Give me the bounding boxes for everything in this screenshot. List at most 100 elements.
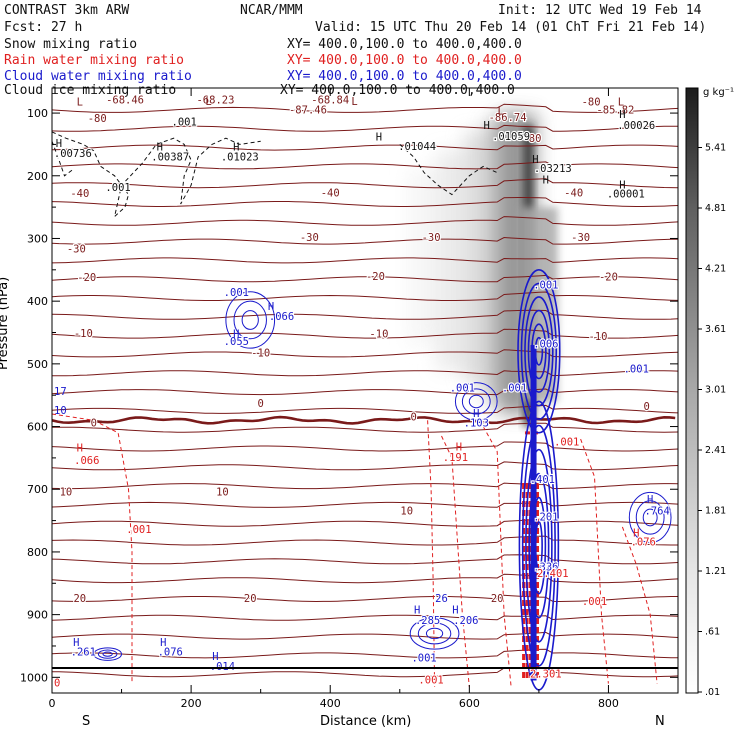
- rain-contour-0: [51, 413, 133, 684]
- cloud-water-contour-2-2: [525, 448, 553, 643]
- cloud-water-label-12: .336: [533, 562, 558, 574]
- center-title: NCAR/MMM: [240, 3, 303, 18]
- temperature-contour-7: [51, 236, 679, 245]
- extremum-marker-4: L: [497, 105, 503, 117]
- rain-contour-3: [482, 426, 512, 687]
- cloud-water-contour-1-1: [520, 282, 558, 421]
- temperature-contour-6: [51, 216, 679, 226]
- colorbar-label-3: 1.81: [705, 505, 726, 516]
- cloud-water-core: [530, 345, 537, 681]
- temperature-contour-4: [51, 178, 679, 189]
- temperature-label-5: -85.82: [596, 105, 634, 117]
- ice-outline-1: [399, 144, 498, 196]
- cloud-water-contour-4-1: [417, 622, 452, 645]
- rain-label-3: .001: [126, 524, 151, 536]
- cloud-water-label-17: .076: [158, 646, 183, 658]
- cloud-water-label-10: .401: [530, 474, 555, 486]
- contour-labels: -68.46 -68.23 -68.84-87.46-86.74-85.82-80-…: [53, 94, 671, 690]
- cloud-water-label-3: .001: [533, 280, 558, 292]
- legend-cloud-ice-label: Cloud ice mixing ratio: [4, 83, 177, 98]
- y-tick-label-8: 900: [27, 609, 48, 622]
- temperature-contour-9: [51, 274, 679, 283]
- extremum-marker-19: H: [452, 604, 458, 616]
- temperature-contour-8: [51, 257, 679, 264]
- cloud-water-contour-3-0: [628, 491, 672, 544]
- south-label: S: [82, 714, 90, 729]
- x-tick-label-0: 0: [49, 697, 56, 710]
- north-label: N: [655, 714, 665, 729]
- cloud-water-label-6: .001: [450, 382, 475, 394]
- colorbar-label-0: .01: [705, 687, 720, 698]
- ice-label-0: .001: [172, 117, 197, 129]
- cloud-water-label-19: .001: [411, 653, 436, 665]
- temperature-label-22: -10: [589, 331, 608, 343]
- temperature-contour-24: [51, 554, 679, 565]
- x-tick-label-3: 600: [459, 697, 480, 710]
- terrain-outline: [51, 131, 498, 218]
- temperature-contour-27: [51, 614, 679, 621]
- rain-label-7: 2.401: [537, 568, 569, 580]
- edge-label-2: 0: [54, 678, 60, 690]
- temperature-label-16: -20: [77, 272, 96, 284]
- temperature-contour-15: [51, 388, 679, 396]
- cloud-water-contour-1-3: [527, 309, 551, 393]
- model-title: CONTRAST 3km ARW: [4, 3, 130, 18]
- extremum-marker-8: H: [376, 132, 382, 144]
- cloud-water-label-11: .201: [533, 512, 558, 524]
- colorbar-ticks: .01 .61 1.21 1.81 2.41 3.01 3.61 4.21 4.81 5.41: [698, 142, 726, 698]
- colorbar-unit: g kg⁻¹: [703, 87, 734, 98]
- extremum-marker-13: H: [619, 179, 625, 191]
- temperature-contour-17: [51, 422, 679, 433]
- temperature-label-8: -80: [522, 133, 541, 145]
- temperature-contour-10: [51, 291, 679, 301]
- x-tick-label-4: 800: [598, 697, 619, 710]
- temperature-contour-16: [51, 404, 679, 414]
- temperature-label-1: -68.23: [196, 95, 234, 107]
- temperature-label-17: -20: [366, 271, 385, 283]
- temperature-label-11: -40: [564, 187, 583, 199]
- rain-label-6: .001: [418, 675, 443, 687]
- temperature-label-7: -80: [582, 97, 601, 109]
- extremum-marker-20: H: [73, 637, 79, 649]
- temperature-contour-14: [51, 370, 679, 377]
- legend-cloud-water-label: Cloud water mixing ratio: [4, 69, 192, 84]
- y-tick-label-5: 600: [27, 421, 48, 434]
- temperature-contour-23: [51, 535, 678, 546]
- temperature-contour-12: [51, 328, 679, 339]
- cloud-water-contour-5-1: [97, 649, 118, 659]
- temperature-label-24: 0: [258, 398, 264, 410]
- ice-label-9: .001: [105, 182, 130, 194]
- rain-label-5: .001: [582, 596, 607, 608]
- temperature-label-15: -30: [571, 232, 590, 244]
- temperature-contour-25: [51, 573, 679, 584]
- temperature-contour-20: [51, 482, 679, 490]
- extremum-marker-10: H: [532, 154, 538, 166]
- cloud-water-contour-0-1: [233, 300, 267, 340]
- extremum-marker-15: H: [233, 329, 239, 341]
- x-tick-label-1: 200: [181, 697, 202, 710]
- cloud-water-contour-3-2: [642, 508, 658, 527]
- temperature-label-6: -80: [88, 113, 107, 125]
- rain-label-2: .001: [554, 436, 579, 448]
- temperature-label-23: 0: [91, 418, 97, 430]
- extremum-marker-18: H: [414, 604, 420, 616]
- temperature-label-31: 20: [244, 593, 257, 605]
- rain-contour-2: [441, 435, 470, 687]
- ice-label-6: .03213: [534, 163, 572, 175]
- x-axis-label: Distance (km): [320, 714, 411, 729]
- extremum-marker-9: H: [484, 120, 490, 132]
- cloud-water-contour-6-0: [454, 382, 498, 421]
- temperature-contour-30: [51, 667, 679, 678]
- extremum-marker-25: H: [633, 527, 639, 539]
- cloud-water-label-0: .001: [224, 287, 249, 299]
- cloud-water-label-2: .055: [224, 336, 249, 348]
- temperature-label-3: -87.46: [289, 105, 327, 117]
- extremum-marker-2: L: [351, 96, 357, 108]
- y-tick-label-4: 500: [27, 358, 48, 371]
- ice-outline-2: [51, 141, 74, 177]
- legend-cloud-water-xy: XY= 400.0,100.0 to 400.0,400.0: [287, 69, 522, 84]
- cloud-water-contour-6-1: [461, 388, 491, 415]
- edge-label-1: 10: [54, 405, 67, 417]
- colorbar-label-1: .61: [705, 626, 720, 637]
